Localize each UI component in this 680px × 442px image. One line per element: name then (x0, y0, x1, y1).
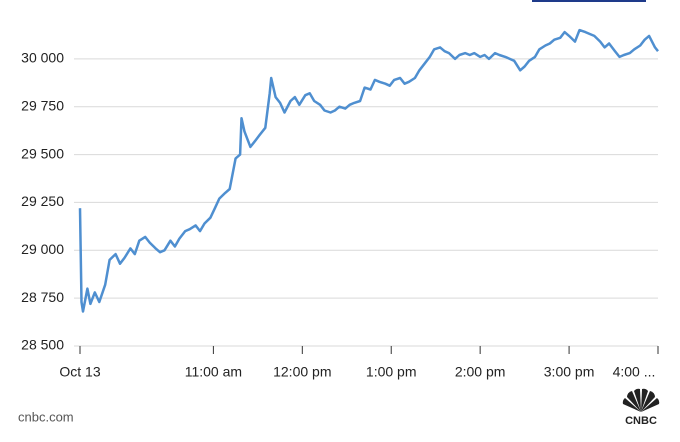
x-tick-label: 12:00 pm (273, 364, 331, 380)
y-tick-label: 29 000 (21, 241, 64, 257)
logo: CNBC (622, 388, 660, 427)
logo-text: CNBC (625, 415, 657, 427)
y-tick-label: 30 000 (21, 50, 64, 66)
header-bar (532, 0, 646, 2)
y-tick-label: 28 500 (21, 337, 64, 353)
x-tick-label: 1:00 pm (366, 364, 417, 380)
line (78, 28, 659, 313)
y-tick-label: 29 750 (21, 97, 64, 113)
y-tick-label: 29 500 (21, 145, 64, 161)
x-tick-label: 3:00 pm (544, 364, 595, 380)
x-tick-label: 4:00 ... (613, 364, 656, 380)
y-tick-label: 28 750 (21, 289, 64, 305)
x-tick-label: 11:00 am (185, 364, 242, 380)
x-tick-label: 2:00 pm (455, 364, 506, 380)
source: cnbc.com (18, 409, 74, 424)
y-tick-label: 29 250 (21, 193, 64, 209)
x-tick-label: Oct 13 (59, 364, 100, 380)
